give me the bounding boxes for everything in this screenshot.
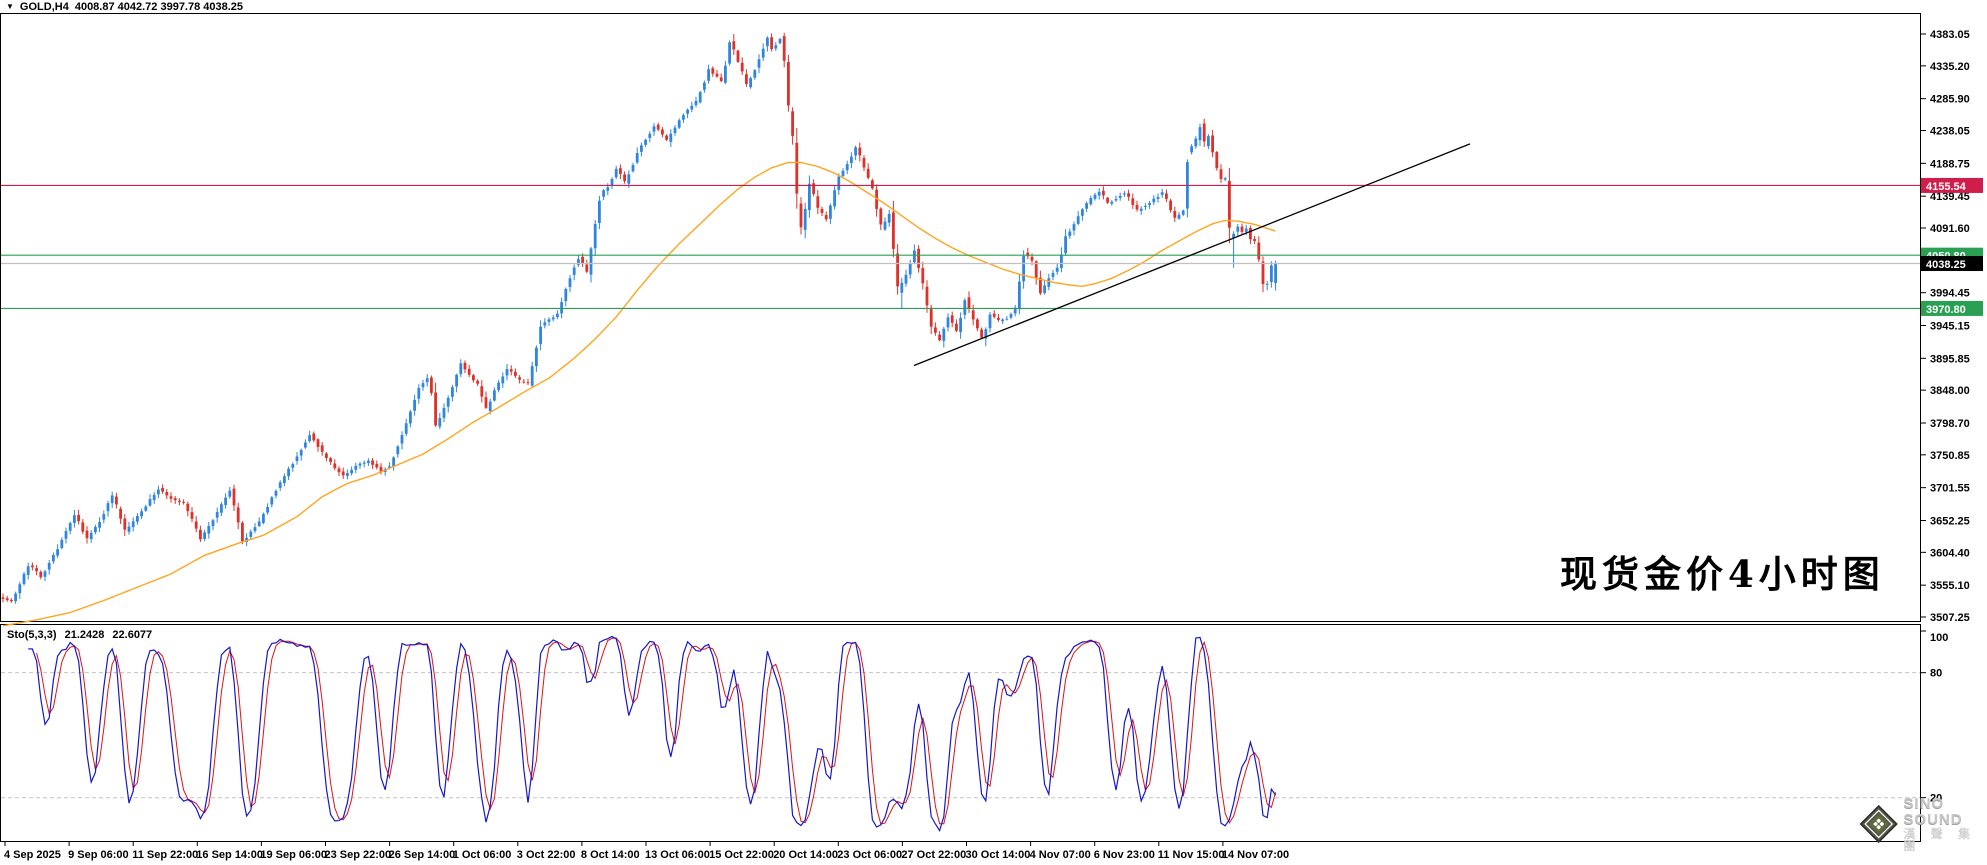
panel-frames xyxy=(0,13,1921,842)
time-tick-label: 4 Nov 07:00 xyxy=(1030,849,1091,861)
time-tick-label: 14 Nov 07:00 xyxy=(1222,849,1289,861)
sto-panel-frame xyxy=(0,624,1921,842)
brand-name-cn: 漢 聲 集 團 xyxy=(1903,826,1977,854)
price-badge xyxy=(1921,300,1983,316)
sto-lines xyxy=(28,635,1277,833)
price-tick-label: 3750.85 xyxy=(1930,450,1970,462)
stochastic-main-value: 21.2428 xyxy=(64,629,105,641)
chart-annotation-text: 现货金价4小时图 xyxy=(1560,552,1885,596)
time-tick-label: 8 Oct 14:00 xyxy=(581,849,640,861)
candles-layer xyxy=(1,32,1277,604)
chart-header: ▼ GOLD,H4 4008.87 4042.72 3997.78 4038.2… xyxy=(6,1,243,13)
price-badge xyxy=(1921,256,1983,272)
time-tick-label: 4 Sep 2025 xyxy=(4,849,61,861)
price-tick-label: 3798.70 xyxy=(1930,418,1970,430)
time-tick-label: 23 Sep 22:00 xyxy=(325,849,392,861)
ohlc-values: 4008.87 4042.72 3997.78 4038.25 xyxy=(74,1,244,13)
symbol-dropdown-icon[interactable]: ▼ xyxy=(6,2,14,11)
trendline[interactable] xyxy=(913,143,1471,367)
time-tick-label: 3 Oct 22:00 xyxy=(517,849,576,861)
price-tick-label: 3848.00 xyxy=(1930,385,1970,397)
time-tick-label: 23 Oct 06:00 xyxy=(837,849,902,861)
price-axis[interactable]: 4383.05 4335.20 4285.90 4238.05 4188.75 4139.… xyxy=(1921,29,1983,624)
sto-main-line xyxy=(28,635,1277,833)
time-tick-label: 15 Oct 22:00 xyxy=(709,849,774,861)
stochastic-signal-value: 22.6077 xyxy=(112,629,153,641)
price-tick-label: 3895.85 xyxy=(1930,353,1970,365)
price-tick-label: 3945.15 xyxy=(1930,321,1970,333)
time-tick-label: 11 Nov 15:00 xyxy=(1158,849,1225,861)
price-tick-label: 4188.75 xyxy=(1930,158,1970,170)
price-badge-label: 4038.25 xyxy=(1926,259,1966,271)
sto-tick-label: 80 xyxy=(1930,668,1942,680)
price-tick-label: 3604.40 xyxy=(1930,547,1970,559)
price-tick-label: 4091.60 xyxy=(1930,223,1970,235)
price-tick-label: 3507.25 xyxy=(1930,612,1970,624)
brand-watermark: SINO SOUND 漢 聲 集 團 xyxy=(1858,796,1987,853)
price-tick-label: 3555.10 xyxy=(1930,580,1970,592)
stochastic-label: Sto(5,3,3) 21.2428 22.6077 xyxy=(7,629,157,641)
time-tick-label: 11 Sep 22:00 xyxy=(132,849,198,861)
sto-tick-label: 100 xyxy=(1930,632,1948,644)
price-tick-label: 3994.45 xyxy=(1930,288,1970,300)
brand-logo-icon xyxy=(1859,805,1898,844)
ma-line xyxy=(2,161,1276,627)
horizontal-lines xyxy=(1,184,1920,310)
time-tick-label: 19 Sep 06:00 xyxy=(260,849,327,861)
time-tick-label: 26 Sep 14:00 xyxy=(389,849,456,861)
symbol-label: GOLD,H4 xyxy=(19,1,69,13)
main-panel-frame xyxy=(0,13,1921,622)
brand-name-en: SINO SOUND xyxy=(1903,795,1963,828)
sto-signal-line xyxy=(36,637,1277,825)
sto-tick-label: 20 xyxy=(1930,793,1942,805)
sto-panel xyxy=(1,672,1920,799)
price-tick-label: 4238.05 xyxy=(1930,126,1970,138)
time-tick-label: 13 Oct 06:00 xyxy=(645,849,710,861)
sto-scale[interactable]: 100 80 20 xyxy=(1921,630,1948,805)
price-badge-label: 3970.80 xyxy=(1926,304,1966,316)
price-tick-label: 4139.45 xyxy=(1930,191,1970,203)
time-tick-label: 1 Oct 06:00 xyxy=(453,849,512,861)
time-tick-label: 20 Oct 14:00 xyxy=(773,849,838,861)
time-tick-label: 30 Oct 14:00 xyxy=(966,849,1031,861)
time-tick-label: 6 Nov 23:00 xyxy=(1094,849,1155,861)
price-badge xyxy=(1921,177,1983,193)
price-tick-label: 3701.55 xyxy=(1930,483,1970,495)
price-tick-label: 3652.25 xyxy=(1930,515,1970,527)
time-tick-label: 27 Oct 22:00 xyxy=(901,849,966,861)
time-tick-label: 16 Sep 14:00 xyxy=(196,849,263,861)
price-tick-label: 4285.90 xyxy=(1930,94,1970,106)
price-badge-label: 4155.54 xyxy=(1926,181,1967,193)
time-tick-label: 9 Sep 06:00 xyxy=(68,849,129,861)
stochastic-name: Sto(5,3,3) xyxy=(7,629,57,641)
price-tick-label: 4383.05 xyxy=(1930,29,1970,41)
price-tick-label: 4335.20 xyxy=(1930,61,1970,73)
